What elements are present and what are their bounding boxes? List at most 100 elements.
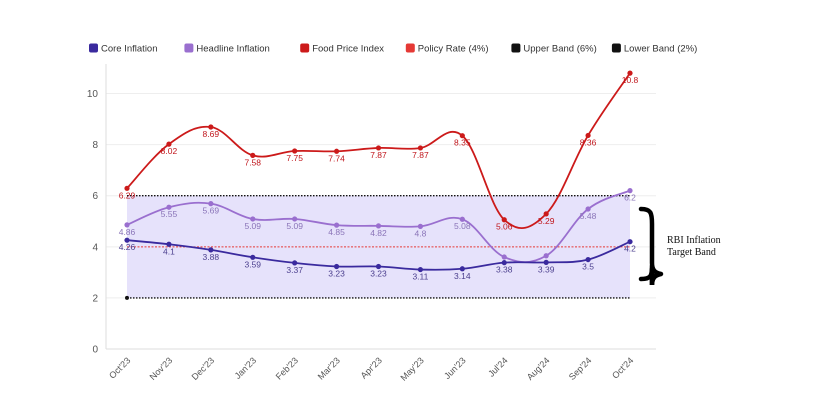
point-food-price-index: [543, 211, 549, 217]
x-tick-label: Sep'24: [567, 355, 594, 382]
y-tick-label: 0: [92, 345, 98, 356]
point-food-price-index: [124, 185, 130, 191]
data-label-headline-inflation: 5.09: [286, 221, 303, 231]
data-label-core-inflation: 3.37: [286, 265, 303, 275]
point-core-inflation: [501, 260, 507, 266]
x-tick-label: Apr'23: [359, 355, 384, 380]
point-core-inflation: [124, 237, 130, 243]
data-label-food-price-index: 7.58: [244, 157, 261, 167]
data-label-food-price-index: 8.36: [580, 137, 597, 147]
data-label-food-price-index: 7.74: [328, 153, 345, 163]
point-core-inflation: [333, 263, 340, 270]
data-label-food-price-index: 7.75: [286, 153, 303, 163]
data-label-food-price-index: 8.35: [454, 138, 471, 148]
point-food-price-index: [501, 217, 507, 223]
point-food-price-index: [417, 145, 424, 151]
point-headline-inflation: [585, 206, 591, 212]
legend-swatch: [89, 43, 98, 53]
point-headline-inflation: [627, 188, 633, 194]
x-tick-label: Jun'23: [442, 355, 468, 381]
point-food-price-index: [375, 145, 382, 151]
point-headline-inflation: [333, 222, 340, 228]
data-label-core-inflation: 3.88: [203, 252, 220, 262]
series-lines: [124, 70, 633, 300]
point-food-price-index: [250, 152, 256, 158]
point-food-price-index: [208, 124, 214, 130]
data-label-headline-inflation: 4.8: [415, 228, 427, 238]
point-headline-inflation: [166, 204, 172, 210]
point-food-price-index: [292, 148, 298, 154]
legend: Core Inflation Headline Inflation Food Pri…: [89, 43, 697, 55]
legend-label: Core Inflation: [101, 44, 158, 55]
data-label-food-price-index: 6.29: [119, 190, 136, 200]
point-core-inflation: [417, 266, 424, 273]
x-tick-label: Dec'23: [190, 355, 217, 382]
point-headline-inflation: [375, 223, 382, 229]
data-label-headline-inflation: 5.48: [580, 211, 597, 221]
data-label-core-inflation: 4.26: [119, 242, 136, 252]
y-tick-label: 10: [87, 89, 99, 100]
y-tick-label: 6: [92, 191, 98, 202]
x-tick-label: Mar'23: [316, 355, 342, 381]
band-annotation: RBI Inflation Target Band: [638, 206, 721, 286]
legend-label: Food Price Index: [312, 44, 384, 55]
data-label-headline-inflation: 4.85: [328, 227, 345, 237]
point-core-inflation: [166, 241, 172, 247]
point-core-inflation: [250, 254, 256, 260]
data-label-food-price-index: 8.02: [161, 146, 178, 156]
legend-swatch: [611, 43, 621, 53]
x-tick-label: Oct'24: [610, 355, 635, 380]
data-label-headline-inflation: 5.08: [454, 221, 471, 231]
data-label-food-price-index: 5.06: [496, 222, 513, 232]
y-tick-label: 8: [92, 140, 98, 151]
y-tick-label: 2: [92, 293, 98, 304]
x-tick-label: Jan'23: [233, 355, 259, 381]
data-labels: 4.86 5.55 5.69 5.09 5.09 4.85 4.82 4.8 5.08 5.48 6…: [119, 75, 639, 281]
data-label-core-inflation: 3.23: [370, 268, 387, 278]
data-label-food-price-index: 7.87: [370, 150, 387, 160]
point-core-inflation: [375, 263, 382, 270]
point-food-price-index: [627, 70, 633, 76]
data-label-core-inflation: 3.14: [454, 271, 471, 281]
legend-label: Headline Inflation: [196, 44, 269, 55]
data-label-core-inflation: 3.11: [412, 272, 428, 282]
data-label-core-inflation: 4.1: [163, 246, 175, 256]
x-tick-label: May'23: [398, 355, 425, 382]
point-headline-inflation: [250, 216, 256, 222]
point-core-inflation: [459, 266, 465, 272]
data-label-headline-inflation: 4.82: [370, 228, 387, 238]
y-tick-label: 4: [92, 242, 98, 253]
point-core-inflation: [292, 260, 298, 266]
point-headline-inflation: [459, 216, 465, 222]
data-label-core-inflation: 3.39: [538, 264, 555, 274]
legend-swatch: [511, 43, 521, 53]
point-headline-inflation: [543, 253, 549, 259]
point-food-price-index: [459, 133, 465, 139]
legend-label: Policy Rate (4%): [418, 44, 489, 55]
point-food-price-index: [333, 148, 340, 154]
point-core-inflation: [543, 259, 549, 266]
data-label-core-inflation: 4.2: [624, 244, 636, 254]
data-label-core-inflation: 3.59: [244, 259, 261, 269]
data-label-headline-inflation: 6.2: [624, 193, 636, 203]
point-headline-inflation: [417, 223, 424, 229]
legend-swatch: [300, 43, 310, 53]
data-label-food-price-index: 10.8: [622, 75, 639, 85]
legend-swatch: [405, 43, 415, 53]
x-tick-label: Aug'24: [525, 355, 552, 382]
point-food-price-index: [585, 132, 591, 139]
point-core-inflation: [627, 239, 633, 245]
point-headline-inflation: [124, 222, 130, 228]
x-tick-label: Feb'23: [274, 355, 300, 381]
data-label-core-inflation: 3.23: [328, 268, 345, 278]
data-label-headline-inflation: 5.09: [244, 221, 261, 231]
legend-swatch: [184, 43, 194, 53]
data-label-food-price-index: 8.69: [203, 129, 220, 139]
brace-lower: [638, 263, 664, 286]
data-label-headline-inflation: 4.86: [119, 227, 136, 237]
point-core-inflation: [585, 256, 591, 263]
point-headline-inflation: [292, 216, 298, 222]
data-label-core-inflation: 3.5: [582, 262, 594, 272]
legend-label: Lower Band (2%): [624, 44, 697, 55]
